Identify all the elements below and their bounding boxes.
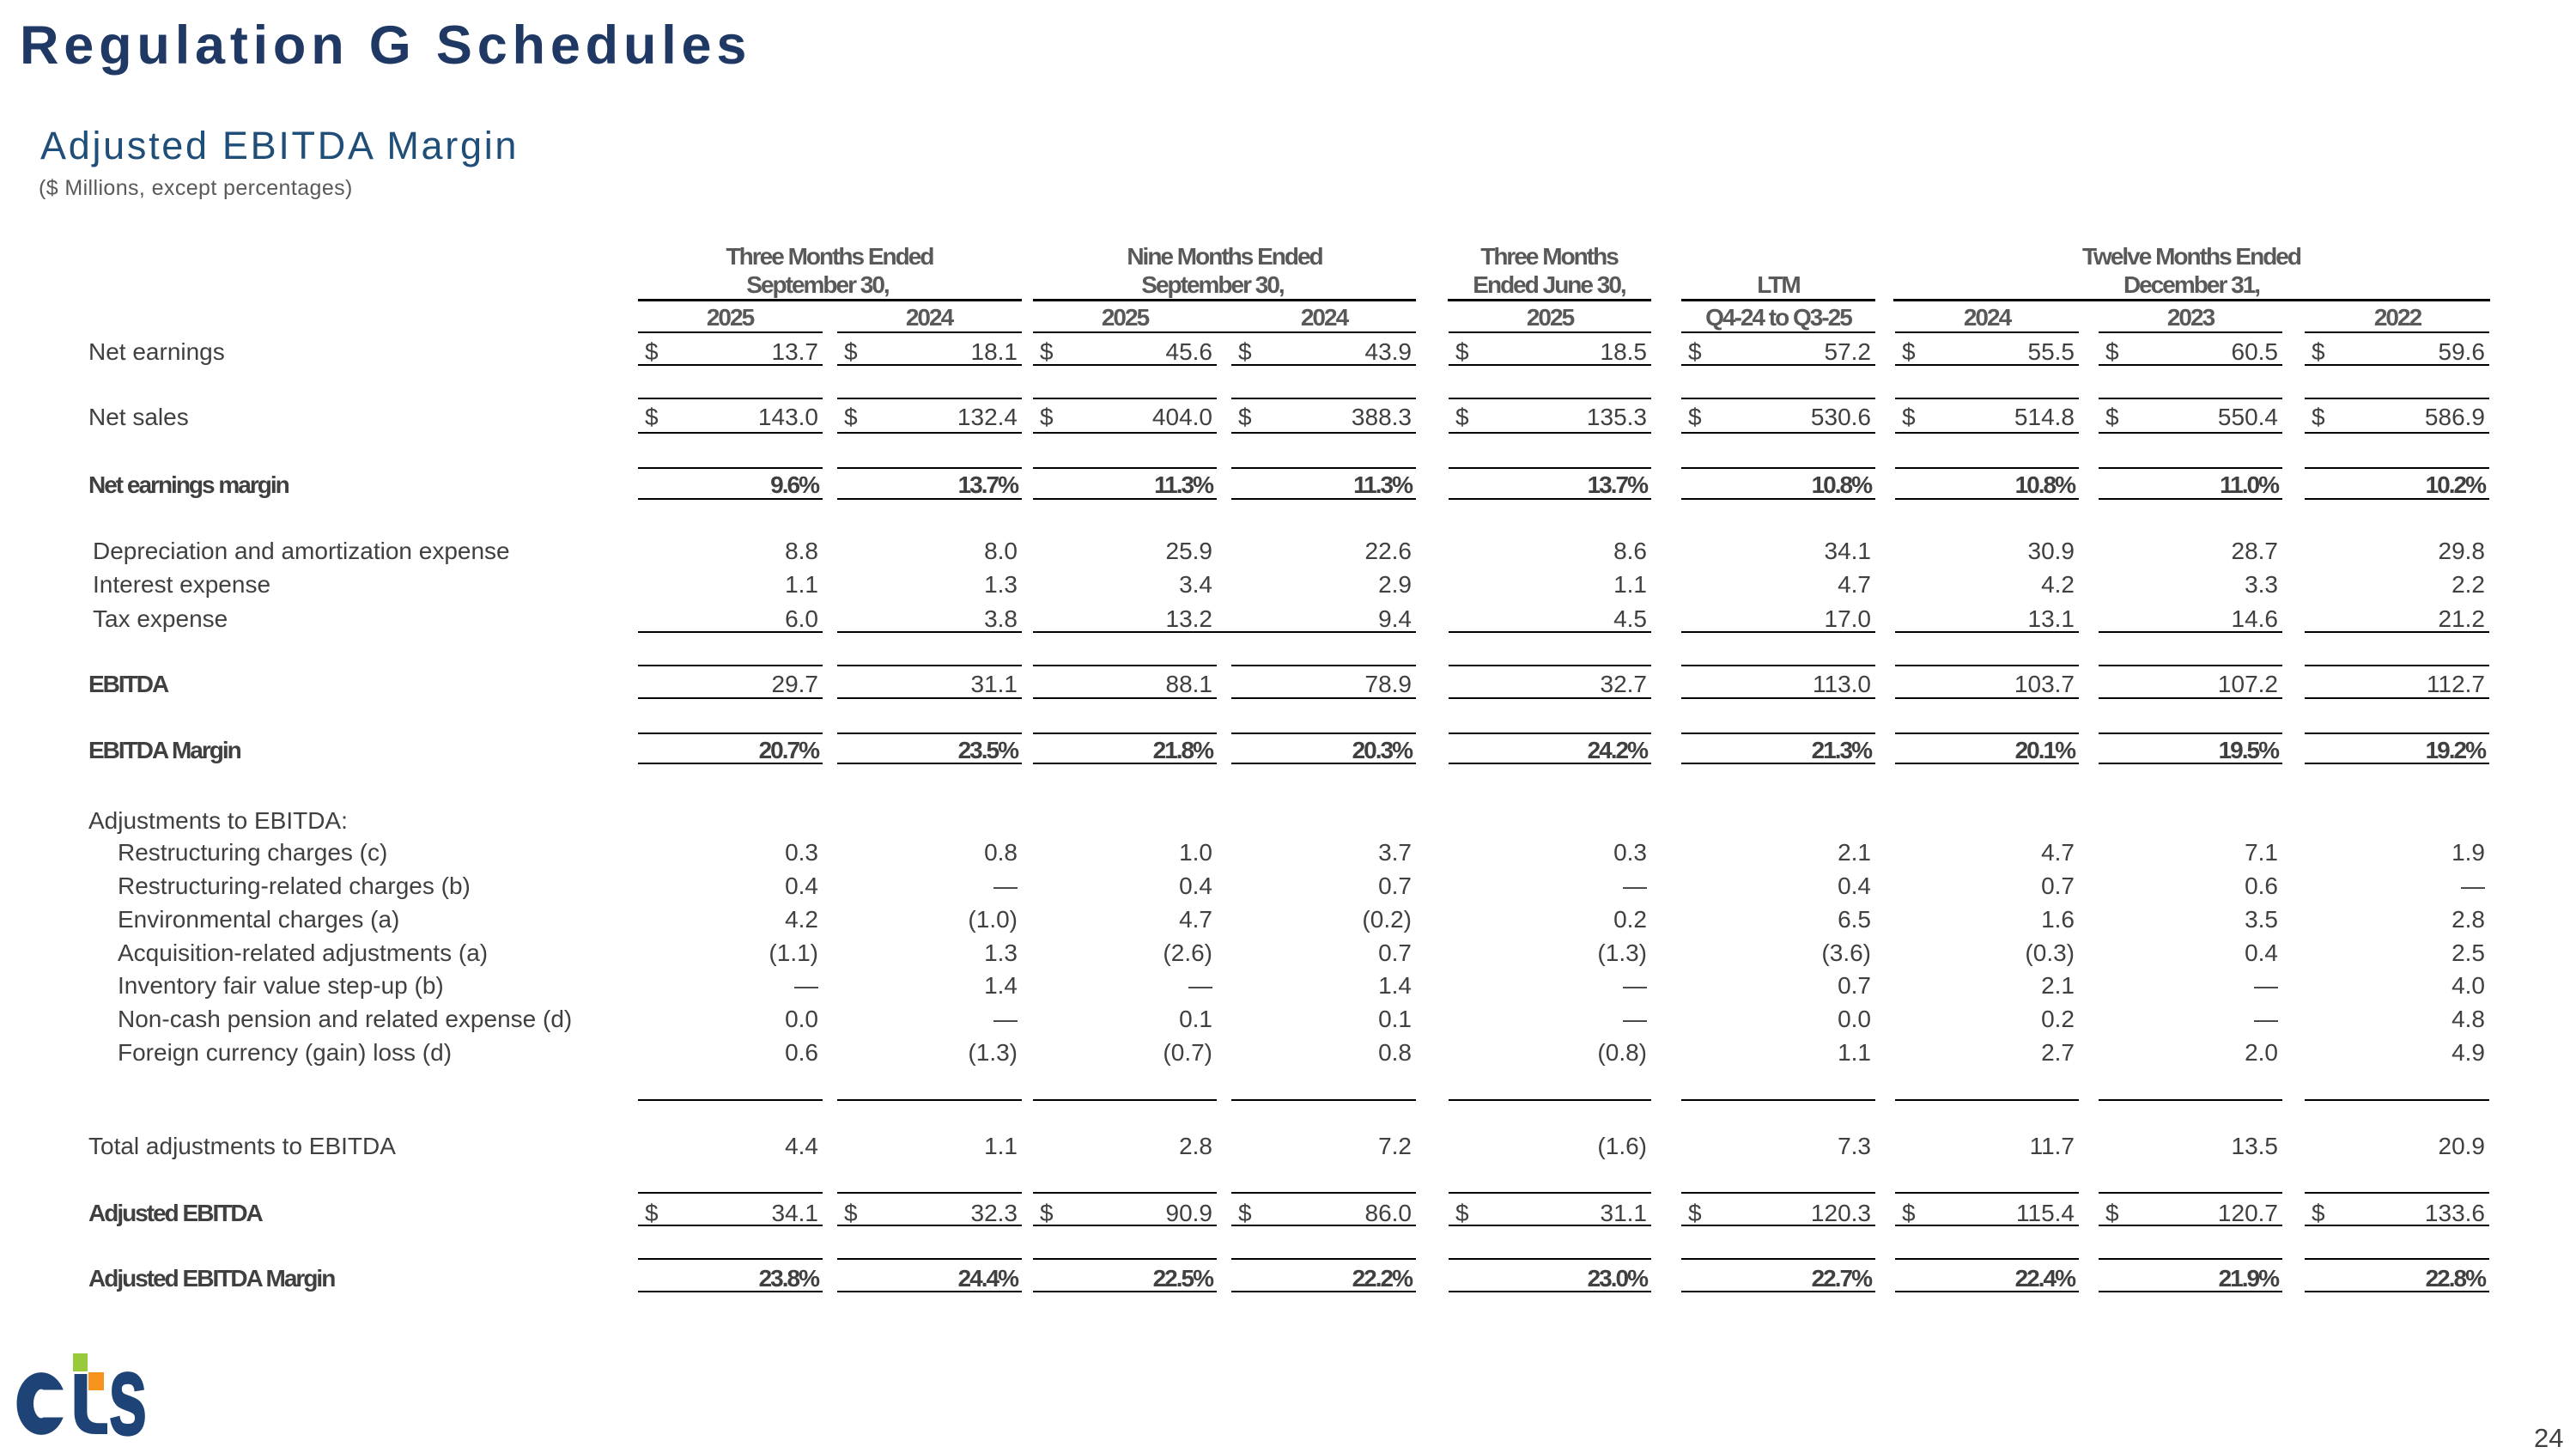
svg-text:s: s (108, 1340, 147, 1449)
